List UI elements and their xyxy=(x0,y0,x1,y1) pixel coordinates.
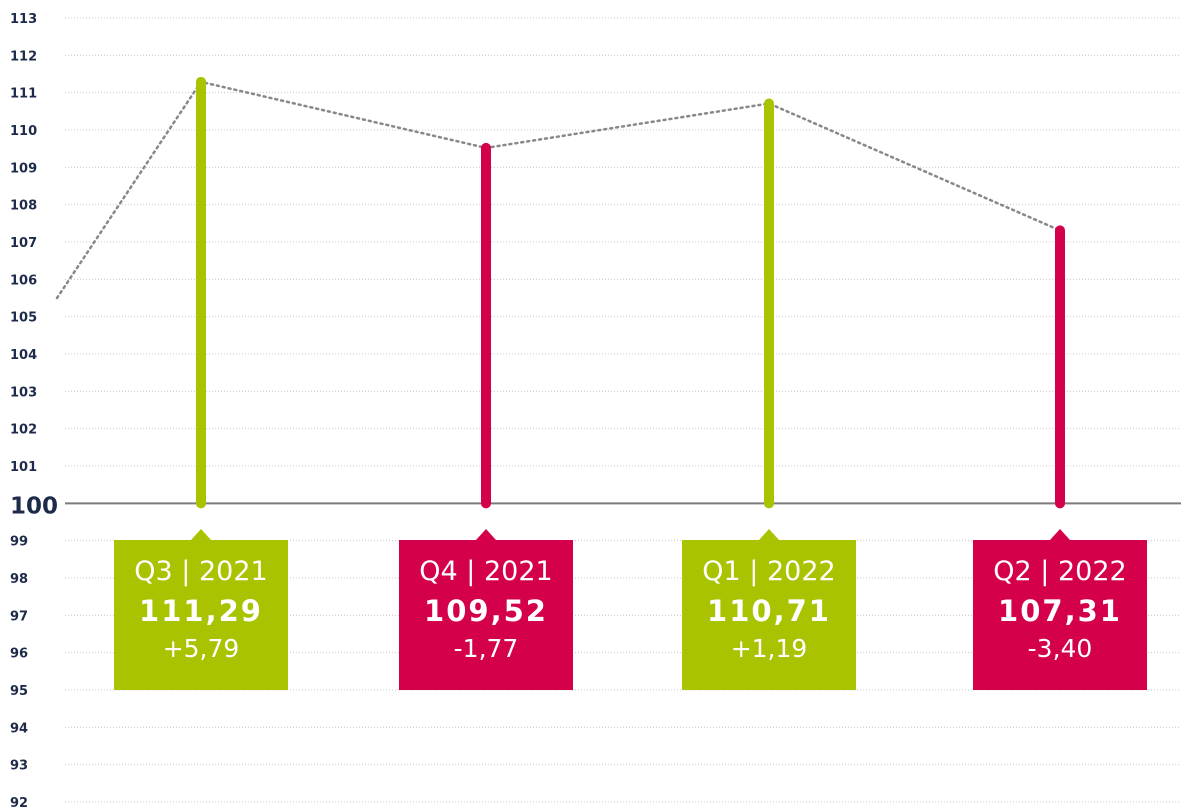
y-tick-label: 95 xyxy=(10,684,28,699)
y-tick-label: 93 xyxy=(10,759,28,774)
change-label: +5,79 xyxy=(162,634,240,664)
period-label-box: Q4 | 2021 109,52 -1,77 xyxy=(399,529,573,691)
period-label: Q2 | 2022 xyxy=(993,556,1127,588)
y-tick-label: 96 xyxy=(10,647,28,662)
value-label: 111,29 xyxy=(139,594,263,629)
y-tick-label: 104 xyxy=(10,348,37,363)
y-tick-label: 105 xyxy=(10,311,37,326)
value-label: 110,71 xyxy=(707,594,831,629)
box-pointer xyxy=(191,529,211,541)
y-tick-label: 99 xyxy=(10,535,28,550)
y-tick-label: 107 xyxy=(10,236,37,251)
period-label: Q1 | 2022 xyxy=(702,556,836,588)
value-label: 109,52 xyxy=(424,594,548,629)
y-tick-label: 106 xyxy=(10,273,37,288)
y-tick-label: 113 xyxy=(10,12,37,27)
y-tick-label: 94 xyxy=(10,721,28,736)
trend-line xyxy=(55,80,1062,300)
baseline-tick-label: 100 xyxy=(10,493,58,519)
y-tick-label: 109 xyxy=(10,161,37,176)
change-label: -1,77 xyxy=(453,634,519,664)
period-label: Q3 | 2021 xyxy=(134,556,268,588)
y-tick-label: 92 xyxy=(10,796,28,810)
y-tick-label: 111 xyxy=(10,87,37,102)
y-tick-label: 108 xyxy=(10,199,37,214)
y-tick-label: 112 xyxy=(10,49,37,64)
y-tick-label: 102 xyxy=(10,423,37,438)
period-label-box: Q2 | 2022 107,31 -3,40 xyxy=(973,529,1147,691)
box-pointer xyxy=(759,529,779,541)
y-tick-label: 97 xyxy=(10,609,28,624)
y-tick-label: 98 xyxy=(10,572,28,587)
period-label-box: Q1 | 2022 110,71 +1,19 xyxy=(682,529,856,691)
period-label-box: Q3 | 2021 111,29 +5,79 xyxy=(114,529,288,691)
y-tick-label: 103 xyxy=(10,385,37,400)
y-tick-label: 110 xyxy=(10,124,37,139)
period-label: Q4 | 2021 xyxy=(419,556,553,588)
change-label: -3,40 xyxy=(1027,634,1093,664)
value-label: 107,31 xyxy=(998,594,1122,629)
y-tick-label: 101 xyxy=(10,460,37,475)
box-pointer xyxy=(476,529,496,541)
box-pointer xyxy=(1050,529,1070,541)
change-label: +1,19 xyxy=(730,634,808,664)
